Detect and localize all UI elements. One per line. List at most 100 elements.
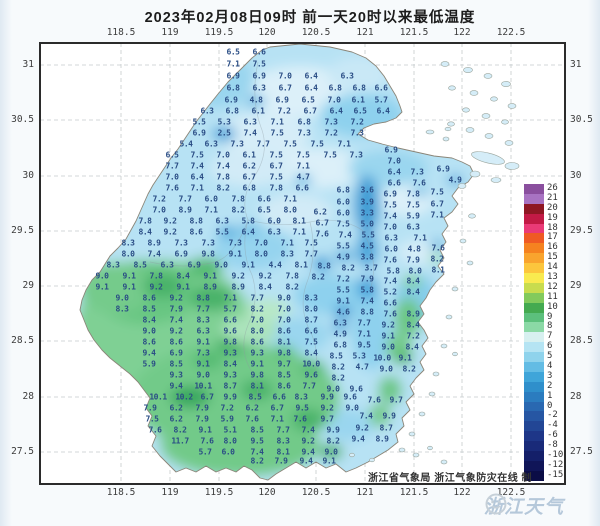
legend-swatch xyxy=(524,203,544,214)
legend-value: 10 xyxy=(547,301,558,312)
station-temp: 6.0 xyxy=(336,208,350,218)
station-temp: 10.0 xyxy=(373,353,391,363)
station-temp: 7.5 xyxy=(252,59,266,69)
station-temp: 6.0 xyxy=(336,197,350,207)
station-temp: 7.0 xyxy=(387,156,401,166)
station-temp: 7.5 xyxy=(145,414,159,424)
station-temp: 8.0 xyxy=(250,326,264,336)
station-temp: 6.6 xyxy=(383,298,397,308)
legend-swatch xyxy=(524,421,544,432)
station-temp: 8.3 xyxy=(280,249,294,259)
station-temp: 9.2 xyxy=(169,326,183,336)
station-temp: 9.0 xyxy=(379,364,393,374)
legend-value: 17 xyxy=(547,232,558,243)
station-temp: 8.6 xyxy=(142,337,156,347)
station-temp: 7.3 xyxy=(201,238,215,248)
station-temp: 6.8 xyxy=(225,106,239,116)
station-temp: 9.2 xyxy=(163,216,177,226)
station-temp: 9.9 xyxy=(326,425,340,435)
station-temp: 6.0 xyxy=(267,216,281,226)
station-temp: 9.5 xyxy=(295,403,309,413)
station-temp: 6.7 xyxy=(278,83,292,93)
station-temp: 7.0 xyxy=(250,315,264,325)
station-temp: 8.2 xyxy=(430,254,444,264)
legend-swatch xyxy=(524,302,544,313)
legend-item: 10 xyxy=(524,301,563,313)
station-temp: 8.4 xyxy=(223,359,237,369)
station-temp: 8.0 xyxy=(408,266,422,276)
legend-item: -4 xyxy=(524,420,563,432)
legend-value: 1 xyxy=(547,390,553,401)
station-temp: 6.7 xyxy=(242,172,256,182)
station-temp: 8.3 xyxy=(115,304,129,314)
legend-item: 13 xyxy=(524,272,563,283)
lat-label-left: 28 xyxy=(22,391,34,402)
temperature-legend: 26 21 20 19 18 17 16 15 14 13 12 11 10 9 8 7 6 5 4 3 2 1 0 -2 -4… xyxy=(524,183,563,481)
lat-label-left: 30 xyxy=(22,170,34,181)
station-temp: 6.1 xyxy=(351,95,365,105)
station-temp: 7.3 xyxy=(324,117,338,127)
station-temp: 4.9 xyxy=(448,175,462,185)
legend-swatch xyxy=(524,253,544,264)
legend-value: -6 xyxy=(547,430,558,441)
station-temp: 8.5 xyxy=(329,351,343,361)
station-temp: 7.0 xyxy=(278,71,292,81)
station-temp: 4.8 xyxy=(249,95,263,105)
legend-item: 9 xyxy=(524,312,563,323)
station-temp: 9.1 xyxy=(196,359,210,369)
station-temp: 7.1 xyxy=(337,139,351,149)
station-temp: 9.4 xyxy=(142,348,156,358)
station-temp: 6.3 xyxy=(340,71,354,81)
legend-item: 12 xyxy=(524,282,563,293)
legend-item: -8 xyxy=(524,440,563,452)
page-title: 2023年02月08日09时 前一天20时以来最低温度 xyxy=(144,10,476,26)
station-temp: 9.2 xyxy=(381,320,395,330)
station-temp: 6.3 xyxy=(243,117,257,127)
station-temp: 9.8 xyxy=(277,348,291,358)
legend-swatch xyxy=(524,312,544,323)
station-temp: 7.4 xyxy=(243,128,257,138)
station-temp: 9.2 xyxy=(231,271,245,281)
station-temp: 7.7 xyxy=(304,249,318,259)
station-temp: 7.9 xyxy=(195,403,209,413)
station-temp: 9.9 xyxy=(223,392,237,402)
station-temp: 7.3 xyxy=(174,238,188,248)
station-temp: 10.0 xyxy=(302,359,320,369)
station-temp: 6.0 xyxy=(204,194,218,204)
legend-swatch xyxy=(524,263,544,274)
legend-value: 4 xyxy=(547,361,553,372)
lat-label-right: 30 xyxy=(570,170,582,181)
station-temp: 6.7 xyxy=(315,218,329,228)
station-temp: 6.5 xyxy=(257,205,271,215)
station-temp: 9.7 xyxy=(389,395,403,405)
station-temp: 9.1 xyxy=(198,425,212,435)
station-temp: 7.8 xyxy=(231,194,245,204)
lon-label-top: 119.5 xyxy=(204,27,234,38)
station-temp: 7.7 xyxy=(256,139,270,149)
station-temp: 6.3 xyxy=(204,139,218,149)
station-temp: 8.0 xyxy=(254,249,268,259)
legend-item: 6 xyxy=(524,341,563,353)
station-temp: 7.6 xyxy=(383,309,397,319)
station-temp: 7.6 xyxy=(412,178,426,188)
station-temp: 8.0 xyxy=(121,249,135,259)
station-temp: 8.4 xyxy=(176,271,190,281)
legend-value: 26 xyxy=(547,183,558,193)
station-temp: 7.3 xyxy=(196,348,210,358)
legend-item: -6 xyxy=(524,430,563,442)
station-temp: 5.7 xyxy=(374,95,388,105)
lat-label-left: 30.5 xyxy=(11,114,34,125)
station-temp: 8.9 xyxy=(147,238,161,248)
station-temp: 6.8 xyxy=(226,83,240,93)
station-temp: 6.1 xyxy=(242,150,256,160)
station-temp: 9.0 xyxy=(345,403,359,413)
station-temp: 9.3 xyxy=(250,348,264,358)
station-temp: 9.6 xyxy=(304,370,318,380)
station-temp: 8.1 xyxy=(250,381,264,391)
legend-swatch xyxy=(524,431,544,442)
station-temp: 3.8 xyxy=(360,252,374,262)
station-temp: 8.3 xyxy=(294,392,308,402)
station-temp: 7.0 xyxy=(216,150,230,160)
legend-swatch xyxy=(524,223,544,234)
station-temp: 9.2 xyxy=(320,403,334,413)
